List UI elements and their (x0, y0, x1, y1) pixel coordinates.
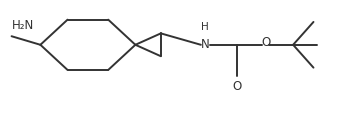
Text: O: O (261, 36, 271, 49)
Text: H₂N: H₂N (12, 19, 34, 32)
Text: O: O (233, 80, 242, 93)
Text: H: H (201, 22, 209, 31)
Text: N: N (200, 38, 209, 51)
